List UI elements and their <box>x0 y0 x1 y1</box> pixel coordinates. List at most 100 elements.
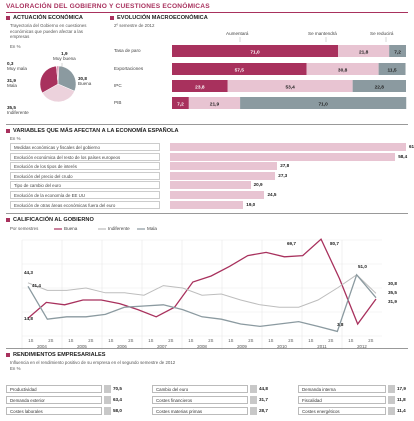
actuacion-title: ACTUACIÓN ECONÓMICA <box>6 15 83 21</box>
evolucion-value-label: 7,2 <box>177 101 184 107</box>
variables-value: 61,2 <box>409 144 414 149</box>
pie-slice-mala <box>39 65 59 94</box>
semester-tick: 1S <box>68 338 73 343</box>
variables-value: 20,9 <box>253 182 263 188</box>
evolucion-bar <box>172 63 307 75</box>
semester-tick: 1S <box>28 338 33 343</box>
legend-aumentara: Aumentará <box>226 31 249 36</box>
rendimiento-swatch <box>104 385 111 393</box>
evolucion-value-label: 57,5 <box>235 67 245 73</box>
section-rule-2 <box>6 213 408 214</box>
evolucion-bar <box>188 97 241 109</box>
evolucion-value-label: 7,2 <box>394 49 401 55</box>
legend-se-reducira: Se reducirá <box>370 31 394 36</box>
semester-tick: 1S <box>108 338 113 343</box>
evolucion-value-label: 53,4 <box>285 84 295 90</box>
evolucion-value-label: 71,0 <box>318 101 328 107</box>
evolucion-value-label: 30,8 <box>338 67 348 73</box>
rendimiento-value: 28,7 <box>259 408 268 413</box>
variables-row: Evolución del precio del crudo 27,3 <box>10 171 410 180</box>
semester-tick: 2S <box>328 338 333 343</box>
year-tick: 2005 <box>77 344 87 349</box>
label-indiferente-start: 44,3 <box>24 270 33 275</box>
semester-tick: 2S <box>208 338 213 343</box>
label-low: 3,8 <box>337 322 344 327</box>
label-indiferente-end: 35,5 <box>388 290 397 295</box>
evolucion-bar <box>338 45 390 57</box>
variables-row: Evolución económica del resto de los paí… <box>10 152 410 161</box>
pie-label-muy-mala: 0,3 Muy mala <box>7 61 27 72</box>
variables-bar <box>170 152 396 161</box>
evolucion-bar <box>172 80 228 92</box>
rendimiento-value: 70,5 <box>113 386 122 391</box>
evolucion-value-label: 22,8 <box>375 84 385 90</box>
semester-tick: 1S <box>348 338 353 343</box>
evolucion-value-label: 21,8 <box>359 49 369 55</box>
legend-buena: Buena <box>64 226 78 231</box>
rendimiento-label: Costes materias primas <box>152 407 248 415</box>
label-peak-2: 80,7 <box>330 241 339 246</box>
variables-label: Medidas económicas y fiscales del gobier… <box>10 143 160 151</box>
section-rule <box>6 124 408 125</box>
rendimiento-swatch <box>250 385 257 393</box>
variables-label: Evolución del precio del crudo <box>10 171 160 180</box>
rendimientos-note: Influencia en el rendimiento positivo de… <box>10 360 176 365</box>
semester-tick: 1S <box>268 338 273 343</box>
year-tick: 2012 <box>357 344 367 349</box>
rendimiento-swatch <box>388 396 395 404</box>
evolucion-value-label: 21,9 <box>210 101 220 107</box>
variables-bar <box>170 200 244 209</box>
variables-label: Tipo de cambio del euro <box>10 181 160 190</box>
legend-indiferente: Indiferente <box>108 226 130 231</box>
line-buena <box>27 238 377 326</box>
rendimiento-value: 17,9 <box>397 386 406 391</box>
semester-tick: 2S <box>248 338 253 343</box>
rendimiento-value: 11,4 <box>397 408 406 413</box>
rendimientos-unit: En % <box>10 366 21 371</box>
label-mala-end: 31,9 <box>388 299 397 304</box>
evolucion-bar <box>240 97 407 109</box>
variables-bar <box>170 162 278 171</box>
semester-tick: 2S <box>88 338 93 343</box>
label-peak-1: 69,7 <box>287 241 296 246</box>
calificacion-title: CALIFICACIÓN AL GOBIERNO <box>6 217 94 223</box>
variables-label: Evolución económica del resto de los paí… <box>10 152 160 161</box>
variables-row: Evolución de los tipos de interés 27,8 <box>10 162 410 171</box>
rendimiento-swatch <box>250 396 257 404</box>
evolucion-category-label: PIB <box>114 100 122 105</box>
rendimiento-label: Productividad <box>6 385 102 393</box>
variables-label: Evolución de la economía de EE UU <box>10 191 160 199</box>
variables-value: 27,8 <box>280 163 290 169</box>
pie-label-buena: 30,8 Buena <box>78 76 92 87</box>
semester-tick: 2S <box>288 338 293 343</box>
year-tick: 2010 <box>277 344 287 349</box>
evolucion-title: EVOLUCIÓN MACROECONÓMICA <box>110 15 208 21</box>
year-tick: 2006 <box>117 344 127 349</box>
line-mala <box>27 273 377 333</box>
evolucion-value-label: 71,0 <box>250 49 260 55</box>
variables-row: Tipo de cambio del euro 20,9 <box>10 181 410 190</box>
rendimiento-value: 31,7 <box>259 397 268 402</box>
year-tick: 2004 <box>37 344 47 349</box>
rendimiento-label: Cambio del euro <box>152 385 248 393</box>
rendimiento-swatch <box>388 407 395 415</box>
legend-mala: Mala <box>147 226 157 231</box>
variables-bar <box>170 181 251 190</box>
evolucion-bar <box>352 80 406 92</box>
pie-label-indiferente: 35,5 Indiferente <box>7 105 29 116</box>
rendimiento-swatch <box>250 407 257 415</box>
semester-tick: 1S <box>308 338 313 343</box>
label-rise: 51,0 <box>358 264 367 269</box>
line-indiferente <box>27 274 377 308</box>
rendimiento-label: Costes laborales <box>6 407 102 415</box>
rendimiento-value: 63,4 <box>113 397 122 402</box>
semester-tick: 1S <box>188 338 193 343</box>
legend-se-mantendra: Se mantendrá <box>308 31 337 36</box>
variables-unit: En % <box>10 136 21 141</box>
variables-label: Evolución de otras áreas económicas fuer… <box>10 200 160 209</box>
rendimiento-swatch <box>104 407 111 415</box>
rendimiento-label: Demanda interna <box>298 385 386 393</box>
